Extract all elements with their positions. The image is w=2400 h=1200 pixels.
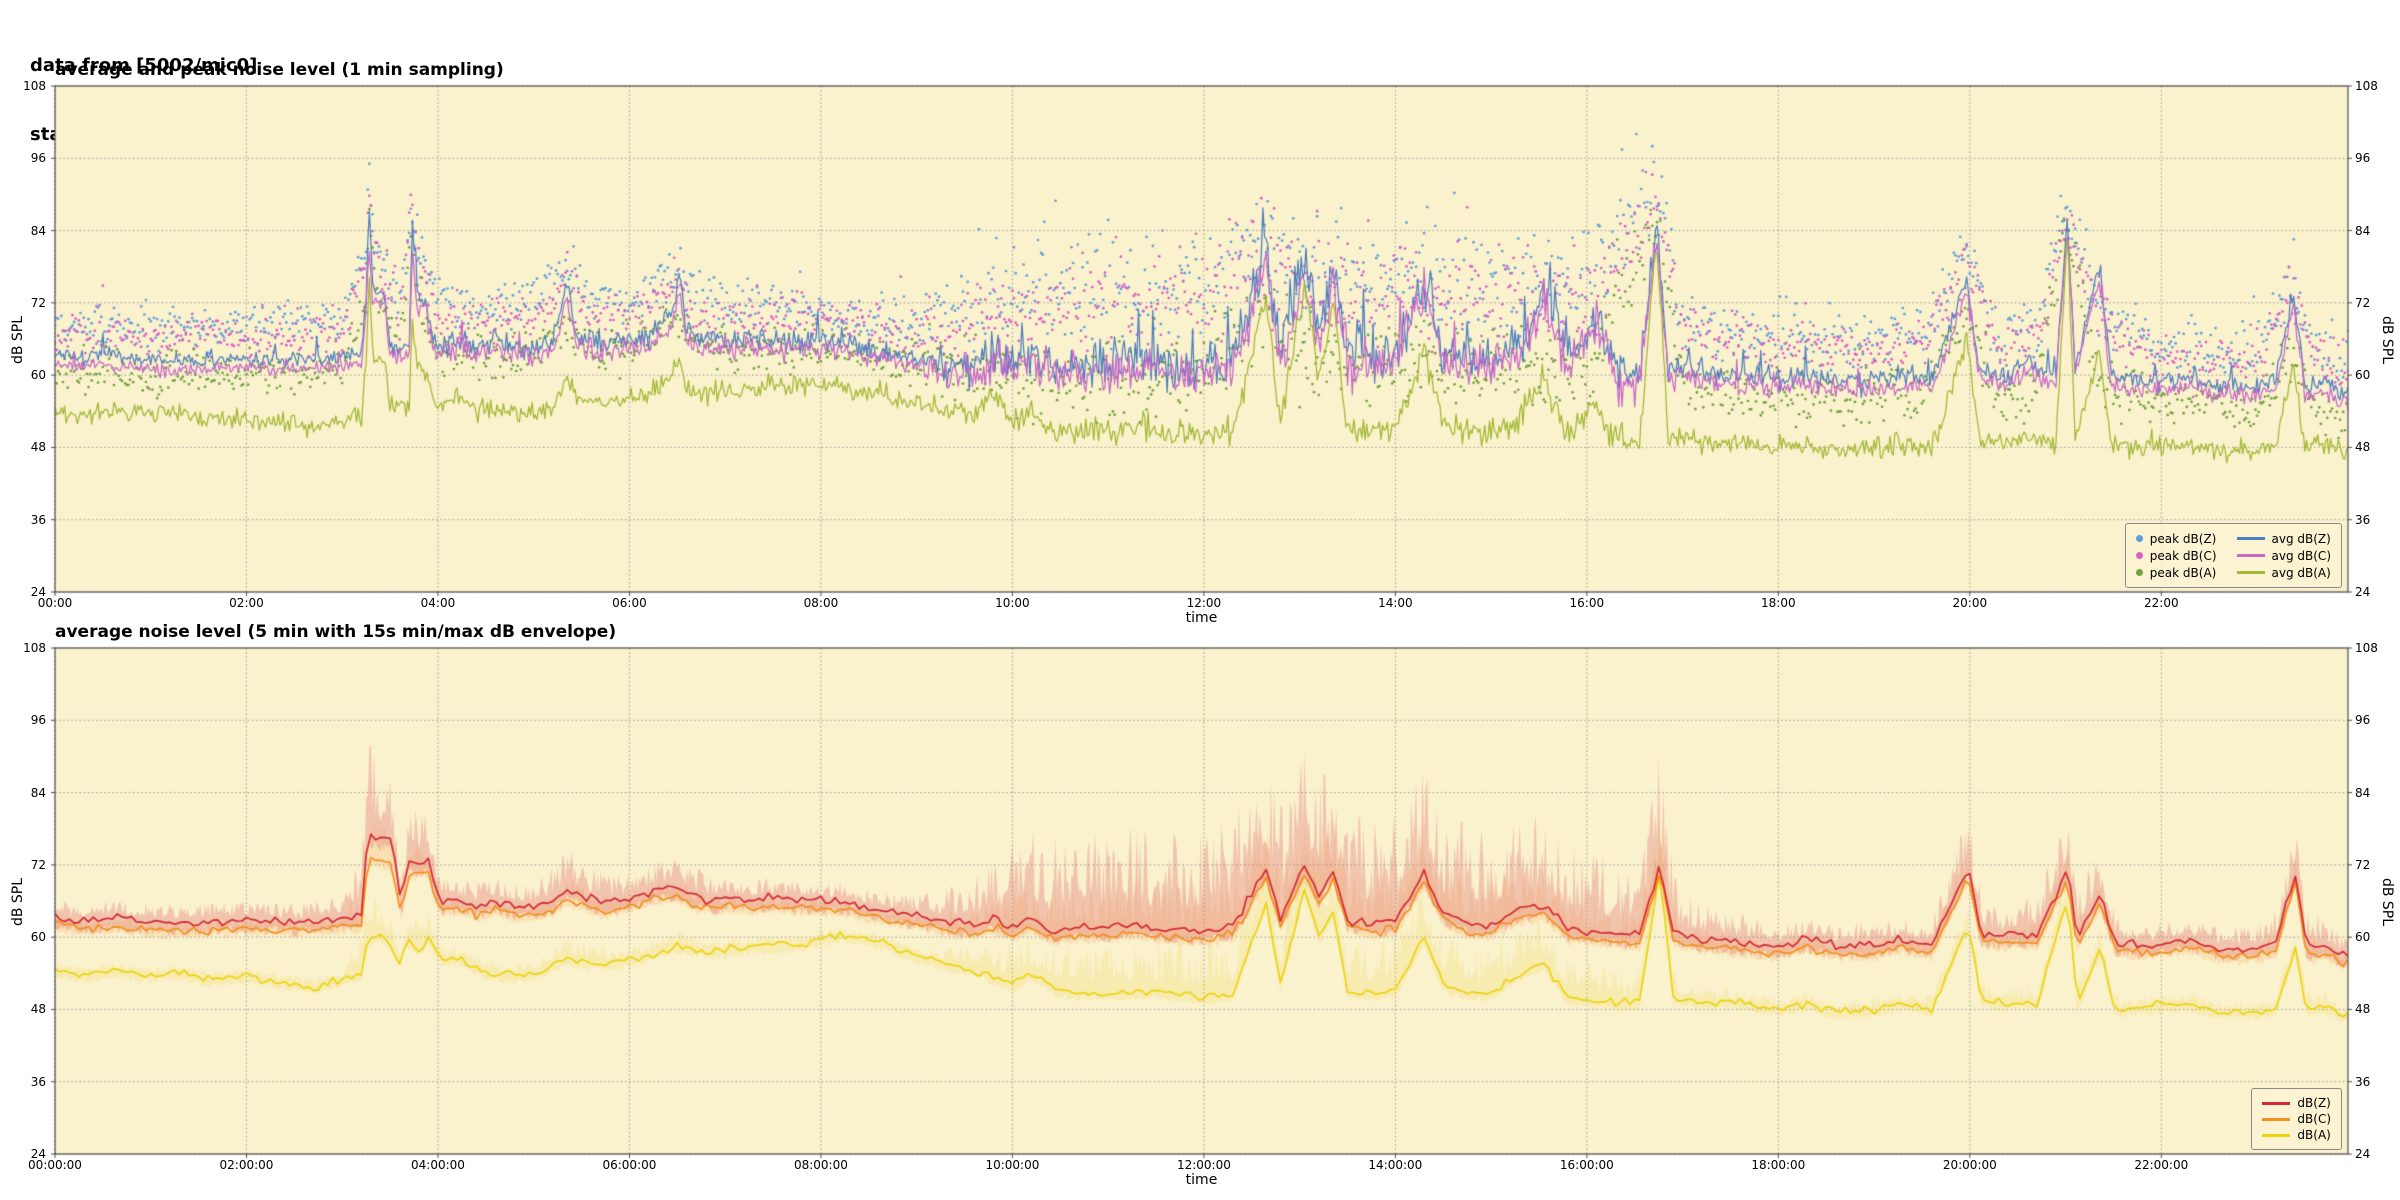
y-tick-label: 60 [2355,930,2371,945]
x-tick-label: 04:00:00 [411,1158,465,1172]
legend-label: avg dB(Z) [2271,531,2331,546]
legend-item-avg-dbc: avg dB(C) [2236,547,2331,564]
legend-label: avg dB(A) [2271,565,2331,580]
y-tick-label: 60 [30,368,46,383]
x-tick-label: 18:00 [1761,596,1796,610]
legend-item-peak-dba: peak dB(A) [2135,564,2217,581]
legend-item-dbc: dB(C) [2262,1111,2331,1127]
peak-dba-marker-icon [2135,569,2143,576]
dbc-marker-icon [2262,1117,2291,1121]
y-tick-label: 72 [2355,295,2371,310]
y-tick-label: 84 [2355,785,2371,800]
chart-top-legend: peak dB(Z) peak dB(C) peak dB(A) avg dB(… [2124,523,2342,588]
y-tick-label: 48 [30,1002,46,1017]
y-tick-label: 24 [30,585,46,599]
y-tick-label: 24 [2355,585,2371,599]
y-tick-label: 84 [30,223,46,238]
x-tick-label: 02:00 [229,596,264,610]
legend-label: dB(Z) [2297,1096,2331,1110]
y-tick-label: 60 [2355,368,2371,383]
y-tick-label: 96 [30,713,46,728]
y-tick-label: 72 [30,295,46,310]
y-tick-label: 96 [2355,151,2371,166]
legend-item-peak-dbc: peak dB(C) [2135,547,2217,564]
x-tick-label: 00:00 [37,596,73,610]
chart-top-xlabel: time [1185,610,1218,626]
y-tick-label: 48 [30,440,46,455]
avg-dbz-marker-icon [2236,537,2265,540]
legend-item-avg-dba: avg dB(A) [2236,564,2331,581]
y-tick-label: 96 [30,151,46,166]
x-tick-label: 02:00:00 [219,1158,274,1172]
x-tick-label: 12:00:00 [1176,1158,1231,1172]
x-tick-label: 06:00 [612,596,647,610]
x-tick-label: 06:00:00 [602,1158,657,1172]
legend-item-dba: dB(A) [2262,1127,2331,1143]
chart-top-title: average and peak noise level (1 min samp… [55,60,504,80]
x-tick-label: 00:00:00 [28,1158,82,1172]
y-tick-label: 48 [2355,440,2371,455]
chart-top-ylabel-left: dB SPL [10,315,26,365]
x-tick-label: 04:00 [420,596,456,610]
y-tick-label: 108 [2355,79,2378,93]
legend-item-avg-dbz: avg dB(Z) [2236,530,2331,547]
x-tick-label: 18:00:00 [1751,1158,1806,1172]
x-tick-label: 08:00:00 [793,1158,848,1172]
avg-dba-marker-icon [2236,571,2265,574]
y-tick-label: 36 [2355,1074,2371,1089]
x-tick-label: 08:00 [803,596,839,610]
x-tick-label: 16:00 [1569,596,1605,610]
x-tick-label: 22:00:00 [2134,1158,2189,1172]
x-tick-label: 14:00 [1378,596,1413,610]
legend-label: peak dB(C) [2149,548,2217,563]
header-line1: data from [5002/mic0] [30,55,258,76]
chart-top-ylabel-right: dB SPL [2379,315,2395,365]
y-tick-label: 84 [30,785,46,800]
y-tick-label: 48 [2355,1002,2371,1017]
y-tick-label: 72 [2355,857,2371,872]
x-tick-label: 14:00:00 [1368,1158,1423,1172]
dba-marker-icon [2262,1133,2291,1137]
y-tick-label: 60 [30,930,46,945]
chart-bottom: average noise level (5 min with 15s min/… [0,610,2400,1200]
y-tick-label: 36 [30,1074,46,1089]
chart-bottom-legend: dB(Z) dB(C) dB(A) [2251,1088,2342,1150]
chart-bottom-plot-canvas [50,643,2353,1159]
x-tick-label: 20:00 [1952,596,1988,610]
chart-bottom-ylabel-right: dB SPL [2379,877,2395,927]
legend-label: avg dB(C) [2271,548,2331,563]
y-tick-label: 108 [23,641,46,655]
y-tick-label: 108 [23,79,46,93]
legend-item-dbz: dB(Z) [2262,1095,2331,1111]
x-tick-label: 12:00 [1186,596,1222,610]
chart-bottom-xlabel: time [1185,1172,1218,1188]
y-tick-label: 84 [2355,223,2371,238]
legend-label: dB(C) [2297,1112,2331,1126]
chart-top-plot-canvas [50,81,2353,597]
peak-dbz-marker-icon [2135,535,2143,542]
dbz-marker-icon [2262,1101,2291,1105]
x-tick-label: 10:00 [995,596,1030,610]
y-tick-label: 24 [30,1147,46,1161]
x-tick-label: 10:00:00 [985,1158,1040,1172]
peak-dbc-marker-icon [2135,552,2143,559]
chart-top: average and peak noise level (1 min samp… [0,48,2400,626]
legend-label: peak dB(A) [2149,565,2217,580]
y-tick-label: 36 [30,512,46,527]
x-tick-label: 22:00 [2144,596,2179,610]
avg-dbc-marker-icon [2236,554,2265,557]
y-tick-label: 96 [2355,713,2371,728]
chart-bottom-ylabel-left: dB SPL [10,877,26,927]
y-tick-label: 36 [2355,512,2371,527]
legend-item-peak-dbz: peak dB(Z) [2135,530,2217,547]
y-tick-label: 24 [2355,1147,2371,1161]
legend-label: peak dB(Z) [2149,531,2217,546]
y-tick-label: 108 [2355,641,2378,655]
legend-label: dB(A) [2297,1128,2331,1142]
y-tick-label: 72 [30,857,46,872]
x-tick-label: 16:00:00 [1559,1158,1614,1172]
x-tick-label: 20:00:00 [1942,1158,1997,1172]
chart-bottom-title: average noise level (5 min with 15s min/… [55,622,617,642]
